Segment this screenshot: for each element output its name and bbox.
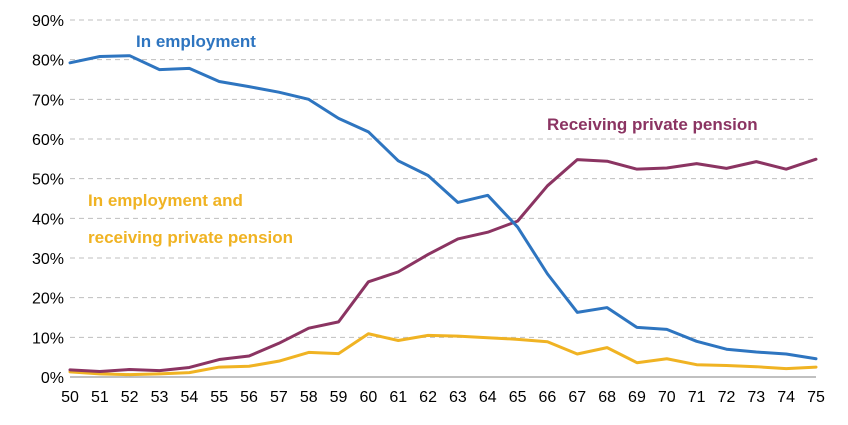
gridlines [70,19,816,378]
x-tick-label-66: 66 [539,389,557,406]
x-tick-label-71: 71 [688,389,706,406]
y-tick-label-10: 10% [32,330,64,347]
x-tick-label-65: 65 [509,389,527,406]
y-tick-label-80: 80% [32,53,64,70]
x-tick-label-62: 62 [419,389,437,406]
y-axis-tick-labels: 0% 10% 20% 30% 40% 50% 60% 70% 80% 90% [32,13,64,387]
x-tick-label-57: 57 [270,389,288,406]
series-line-in-employment [68,54,818,361]
y-tick-label-50: 50% [32,172,64,189]
x-tick-label-69: 69 [628,389,646,406]
x-tick-label-59: 59 [330,389,348,406]
x-tick-label-50: 50 [61,389,79,406]
x-tick-label-58: 58 [300,389,318,406]
x-tick-label-63: 63 [449,389,467,406]
x-tick-label-60: 60 [360,389,378,406]
series-line-receiving-private-pension [68,157,818,373]
x-tick-label-54: 54 [180,389,198,406]
x-tick-label-75: 75 [807,389,825,406]
x-tick-label-56: 56 [240,389,258,406]
y-tick-label-30: 30% [32,251,64,268]
y-tick-label-0: 0% [41,370,64,387]
y-tick-label-20: 20% [32,291,64,308]
x-tick-label-55: 55 [210,389,228,406]
series-label-receiving-private-pension: Receiving private pension [547,115,758,134]
series-label-in-employment: In employment [136,32,256,51]
x-tick-label-67: 67 [568,389,586,406]
x-tick-label-68: 68 [598,389,616,406]
series-line-in-employment-and-receiving-private-pension [68,332,818,377]
x-axis-tick-labels: 50 51 52 53 54 55 56 57 58 59 60 61 62 63 64 65 66 67 68 69… [61,389,825,406]
y-tick-label-60: 60% [32,132,64,149]
x-tick-label-72: 72 [718,389,736,406]
x-tick-label-51: 51 [91,389,109,406]
y-tick-label-40: 40% [32,211,64,228]
x-tick-label-61: 61 [389,389,407,406]
y-tick-label-90: 90% [32,13,64,30]
y-tick-label-70: 70% [32,92,64,109]
x-tick-label-73: 73 [747,389,765,406]
series-lines [68,54,818,377]
x-tick-label-64: 64 [479,389,497,406]
series-label-employment-and-pension-line1: In employment and [88,191,243,210]
x-tick-label-70: 70 [658,389,676,406]
x-tick-label-53: 53 [151,389,169,406]
x-tick-label-74: 74 [777,389,795,406]
series-label-employment-and-pension-line2: receiving private pension [88,228,293,247]
x-tick-label-52: 52 [121,389,139,406]
